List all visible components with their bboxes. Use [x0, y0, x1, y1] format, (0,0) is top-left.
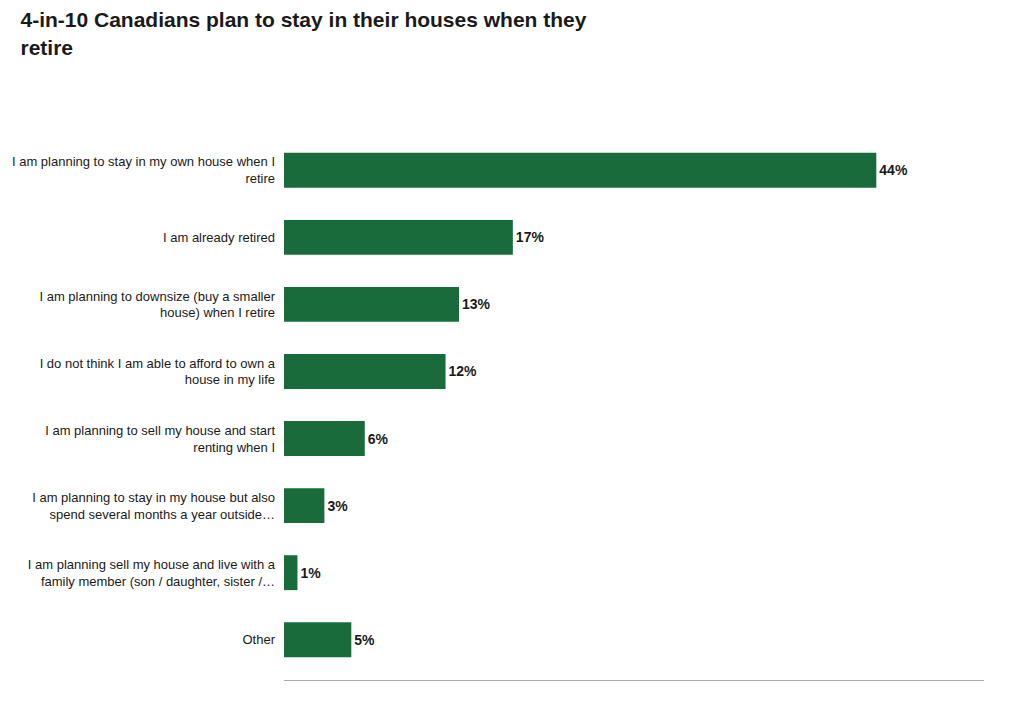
svg-text:I am already retired: I am already retired [163, 230, 275, 245]
svg-text:4-in-10 Canadians plan to stay: 4-in-10 Canadians plan to stay in their … [20, 8, 586, 58]
svg-text:17%: 17% [516, 229, 545, 245]
svg-text:I am planning to stay in my ho: I am planning to stay in my house but al… [32, 490, 275, 522]
svg-text:I am planning to downsize (buy: I am planning to downsize (buy a smaller… [39, 288, 275, 320]
svg-text:I do not think I am able to af: I do not think I am able to afford to ow… [40, 356, 276, 388]
svg-text:I am planning to sell my house: I am planning to sell my house and start… [45, 423, 275, 455]
svg-text:I am planning to stay in my ow: I am planning to stay in my own house wh… [12, 154, 275, 186]
svg-text:3%: 3% [327, 498, 348, 514]
svg-text:Other: Other [242, 632, 275, 647]
svg-text:5%: 5% [354, 632, 375, 648]
svg-text:6%: 6% [368, 431, 389, 447]
svg-text:13%: 13% [462, 296, 491, 312]
svg-text:44%: 44% [879, 162, 908, 178]
svg-text:I am planning sell my house an: I am planning sell my house and live wit… [28, 557, 276, 589]
svg-text:12%: 12% [449, 363, 478, 379]
svg-text:1%: 1% [300, 565, 321, 581]
